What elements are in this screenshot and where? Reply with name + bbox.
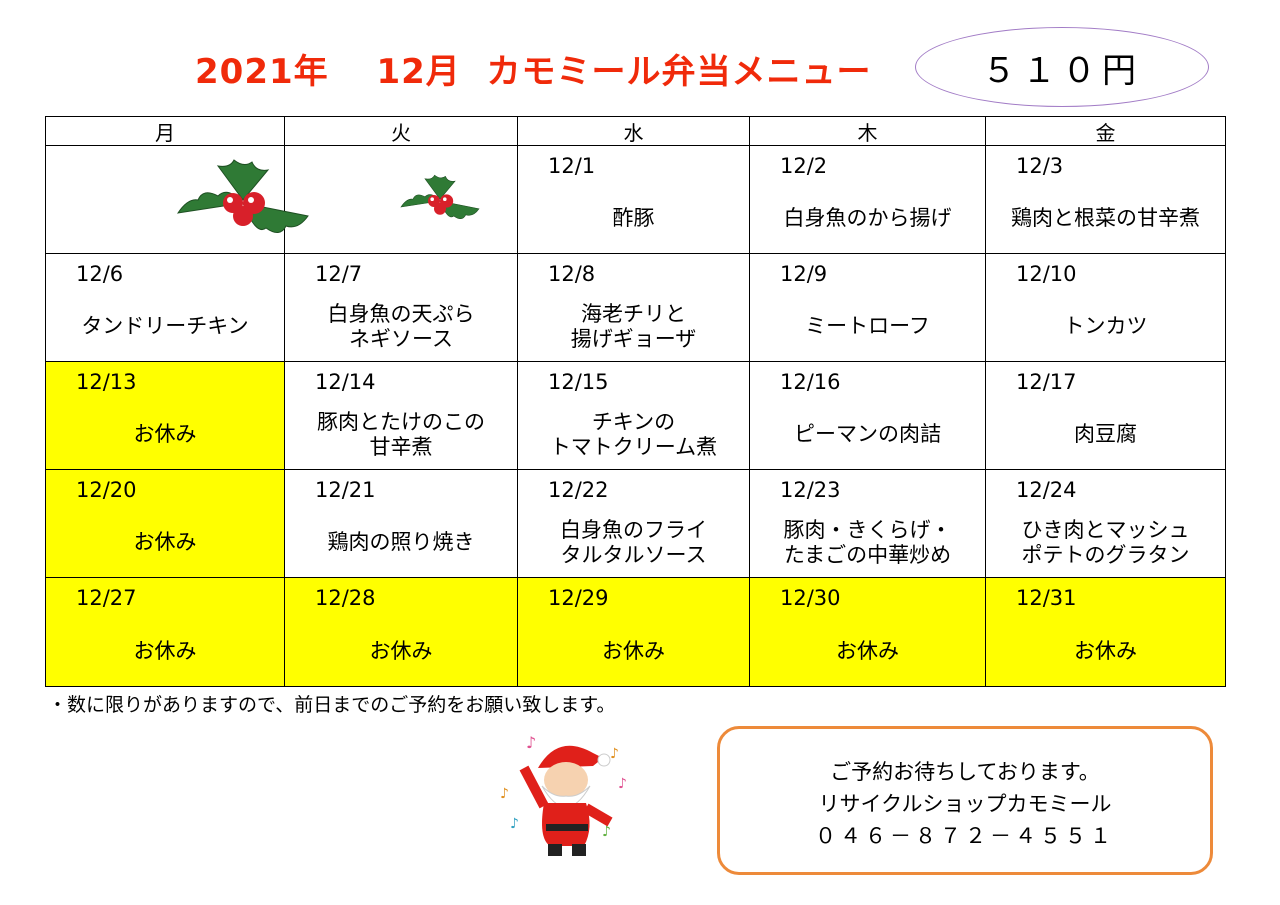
holly-icon bbox=[176, 159, 309, 233]
menu-cell: 12/17 肉豆腐 bbox=[986, 362, 1226, 470]
date-label: 12/28 bbox=[315, 586, 376, 610]
date-label: 12/27 bbox=[76, 586, 137, 610]
menu-item: お休み bbox=[1074, 638, 1137, 663]
svg-text:♪: ♪ bbox=[526, 733, 536, 752]
page-title: 2021年 12月 カモミール弁当メニュー bbox=[195, 52, 872, 92]
svg-text:♪: ♪ bbox=[500, 786, 509, 802]
menu-cell: 12/1 酢豚 bbox=[518, 146, 750, 254]
date-label: 12/23 bbox=[780, 478, 841, 502]
menu-cell: 12/2 白身魚のから揚げ bbox=[750, 146, 986, 254]
holiday-cell: 12/30 お休み bbox=[750, 578, 986, 687]
reservation-note: ・数に限りがありますので、前日までのご予約をお願い致します。 bbox=[48, 694, 616, 716]
menu-item: お休み bbox=[133, 422, 197, 446]
weekday-header: 木 bbox=[750, 117, 986, 146]
menu-item: 鶏肉と根菜の甘辛煮 bbox=[1011, 206, 1200, 230]
svg-text:♪: ♪ bbox=[602, 824, 611, 840]
date-label: 12/22 bbox=[548, 478, 609, 502]
menu-calendar: 月火水木金 12/1 酢豚 12/2 白身魚のから揚げ 12/3 鶏肉と根菜の甘辛煮 12/… bbox=[45, 116, 1226, 687]
price-badge: ５１０円 bbox=[915, 27, 1209, 107]
weekday-header: 水 bbox=[518, 117, 750, 146]
menu-item: お休み bbox=[133, 530, 197, 554]
menu-item: 鶏肉の照り焼き bbox=[327, 530, 475, 554]
menu-item: 酢豚 bbox=[612, 206, 655, 230]
menu-item: トンカツ bbox=[1063, 314, 1148, 338]
date-label: 12/31 bbox=[1016, 586, 1077, 610]
menu-item: 肉豆腐 bbox=[1074, 422, 1137, 446]
holiday-cell: 12/27 お休み bbox=[46, 578, 285, 687]
weekday-header: 金 bbox=[986, 117, 1226, 146]
holiday-cell: 12/29 お休み bbox=[518, 578, 750, 687]
menu-item: お休み bbox=[836, 638, 899, 663]
menu-item: 海老チリと 揚げギョーザ bbox=[570, 301, 697, 351]
menu-cell: 12/23 豚肉・きくらげ・ たまごの中華炒め bbox=[750, 470, 986, 578]
date-label: 12/16 bbox=[780, 370, 841, 394]
phone-number: ０４６－８７２－４５５１ bbox=[815, 824, 1115, 848]
contact-message: ご予約お待ちしております。 bbox=[830, 760, 1100, 784]
menu-cell: 12/9 ミートローフ bbox=[750, 254, 986, 362]
date-label: 12/8 bbox=[548, 262, 596, 286]
holly-icon bbox=[400, 174, 480, 219]
date-label: 12/6 bbox=[76, 262, 124, 286]
date-label: 12/20 bbox=[76, 478, 137, 502]
svg-text:♪: ♪ bbox=[618, 776, 627, 792]
santa-illustration: ♪ ♪ ♪ ♪ ♪ ♪ bbox=[500, 733, 627, 856]
date-label: 12/3 bbox=[1016, 154, 1064, 178]
date-label: 12/15 bbox=[548, 370, 609, 394]
date-label: 12/24 bbox=[1016, 478, 1077, 502]
menu-item: チキンの トマトクリーム煮 bbox=[549, 409, 718, 459]
menu-item: お休み bbox=[602, 638, 665, 663]
menu-cell: 12/16 ピーマンの肉詰 bbox=[750, 362, 986, 470]
date-label: 12/7 bbox=[315, 262, 363, 286]
svg-text:♪: ♪ bbox=[610, 746, 619, 762]
menu-cell: 12/10 トンカツ bbox=[986, 254, 1226, 362]
menu-item: お休み bbox=[369, 638, 433, 663]
menu-item: タンドリーチキン bbox=[81, 314, 249, 338]
menu-cell: 12/21 鶏肉の照り焼き bbox=[285, 470, 518, 578]
menu-item: 白身魚の天ぷら ネギソース bbox=[327, 301, 475, 351]
menu-item: 白身魚のフライ タルタルソース bbox=[560, 517, 707, 567]
shop-name: リサイクルショップカモミール bbox=[818, 792, 1112, 816]
holiday-cell: 12/28 お休み bbox=[285, 578, 518, 687]
weekday-header: 火 bbox=[285, 117, 518, 146]
holiday-cell: 12/20 お休み bbox=[46, 470, 285, 578]
menu-cell bbox=[46, 146, 309, 254]
menu-cell: 12/22 白身魚のフライ タルタルソース bbox=[518, 470, 750, 578]
weekday-header: 月 bbox=[46, 117, 285, 146]
date-label: 12/13 bbox=[76, 370, 137, 394]
menu-item: 豚肉とたけのこの 甘辛煮 bbox=[317, 409, 485, 459]
menu-item: 白身魚のから揚げ bbox=[783, 206, 952, 230]
date-label: 12/14 bbox=[315, 370, 376, 394]
date-label: 12/17 bbox=[1016, 370, 1077, 394]
menu-item: ピーマンの肉詰 bbox=[794, 422, 941, 446]
menu-cell: 12/14 豚肉とたけのこの 甘辛煮 bbox=[285, 362, 518, 470]
menu-item: ひき肉とマッシュ ポテトのグラタン bbox=[1021, 517, 1190, 567]
menu-item: お休み bbox=[133, 638, 197, 663]
date-label: 12/1 bbox=[548, 154, 596, 178]
menu-item: 豚肉・きくらげ・ たまごの中華炒め bbox=[783, 517, 952, 567]
date-label: 12/29 bbox=[548, 586, 609, 610]
menu-cell: 12/6 タンドリーチキン bbox=[46, 254, 285, 362]
svg-text:♪: ♪ bbox=[510, 816, 519, 832]
menu-cell bbox=[285, 146, 518, 254]
date-label: 12/2 bbox=[780, 154, 828, 178]
menu-cell: 12/8 海老チリと 揚げギョーザ bbox=[518, 254, 750, 362]
menu-cell: 12/15 チキンの トマトクリーム煮 bbox=[518, 362, 750, 470]
date-label: 12/21 bbox=[315, 478, 376, 502]
date-label: 12/9 bbox=[780, 262, 828, 286]
menu-cell: 12/3 鶏肉と根菜の甘辛煮 bbox=[986, 146, 1226, 254]
menu-cell: 12/24 ひき肉とマッシュ ポテトのグラタン bbox=[986, 470, 1226, 578]
date-label: 12/10 bbox=[1016, 262, 1077, 286]
holiday-cell: 12/13 お休み bbox=[46, 362, 285, 470]
date-label: 12/30 bbox=[780, 586, 841, 610]
menu-cell: 12/7 白身魚の天ぷら ネギソース bbox=[285, 254, 518, 362]
holiday-cell: 12/31 お休み bbox=[986, 578, 1226, 687]
contact-box: ご予約お待ちしております。 リサイクルショップカモミール ０４６－８７２－４５５… bbox=[717, 726, 1213, 875]
menu-item: ミートローフ bbox=[805, 314, 930, 338]
